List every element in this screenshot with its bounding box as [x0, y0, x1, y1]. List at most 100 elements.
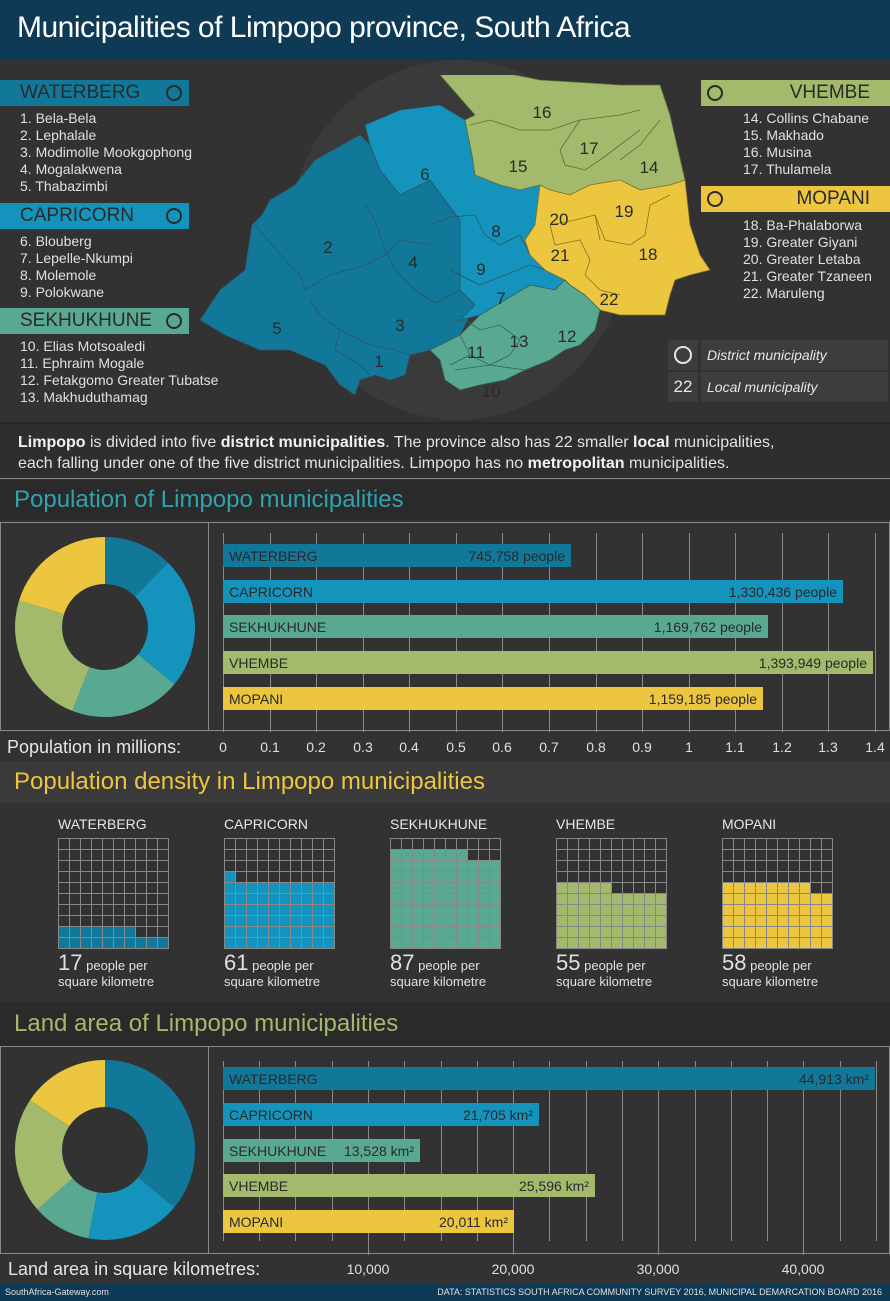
map-label-17: 17: [580, 139, 599, 158]
waffle-cell: [612, 894, 623, 905]
waffle-cell: [645, 894, 656, 905]
waffle-cell: [734, 938, 745, 949]
waffle-cell: [579, 839, 590, 850]
waffle-cell: [656, 839, 667, 850]
waffle-cell: [557, 894, 568, 905]
waffle-cell: [446, 883, 457, 894]
waffle-cell: [457, 861, 468, 872]
waffle-cell: [70, 916, 81, 927]
waffle-cell: [490, 916, 501, 927]
waffle-cell: [158, 872, 169, 883]
waffle-cell: [590, 927, 601, 938]
header-bar: Municipalities of Limpopo province, Sout…: [0, 0, 890, 60]
waffle-cell: [59, 938, 70, 949]
district-circle-icon: [674, 346, 692, 364]
map-label-15: 15: [509, 157, 528, 176]
waffle-cell: [291, 839, 302, 850]
waffle-cell: [490, 905, 501, 916]
waffle-cell: [59, 927, 70, 938]
municipality-item: 13. Makhuduthamag: [20, 389, 148, 405]
waffle-cell: [634, 905, 645, 916]
waffle-cell: [822, 861, 833, 872]
waffle-cell: [435, 916, 446, 927]
waffle-cell: [446, 861, 457, 872]
waffle-cell: [236, 883, 247, 894]
municipality-item: 3. Modimolle Mookgophong: [20, 144, 192, 160]
waffle-cell: [324, 916, 335, 927]
map-label-18: 18: [639, 245, 658, 264]
waffle-cell: [81, 938, 92, 949]
waffle-cell: [623, 894, 634, 905]
waffle-cell: [800, 894, 811, 905]
waffle-cell: [136, 927, 147, 938]
waffle-cell: [656, 938, 667, 949]
waffle-cell: [811, 894, 822, 905]
waffle-cell: [468, 883, 479, 894]
district-tag-waterberg: WATERBERG: [0, 80, 189, 106]
waffle-cell: [579, 894, 590, 905]
waffle-cell: [789, 905, 800, 916]
waffle-cell: [623, 850, 634, 861]
waffle-cell: [634, 938, 645, 949]
waffle-cell: [147, 927, 158, 938]
waffle-cell: [247, 883, 258, 894]
waffle-cell: [70, 839, 81, 850]
district-name: WATERBERG: [20, 82, 141, 103]
waffle-cell: [247, 872, 258, 883]
waffle-cell: [579, 850, 590, 861]
map-label-9: 9: [476, 260, 485, 279]
waffle-cell: [225, 883, 236, 894]
waffle-cell: [291, 850, 302, 861]
population-title: Population of Limpopo municipalities: [0, 480, 890, 520]
waffle-cell: [324, 938, 335, 949]
waffle-cell: [734, 916, 745, 927]
waffle-cell: [568, 861, 579, 872]
waffle-cell: [767, 883, 778, 894]
waffle-cell: [479, 894, 490, 905]
waffle-cell: [391, 927, 402, 938]
waffle-cell: [634, 861, 645, 872]
population-bar-waterberg: WATERBERG 745,758 people: [223, 544, 571, 567]
waffle-cell: [623, 883, 634, 894]
waffle-cell: [557, 872, 568, 883]
waffle-cell: [822, 927, 833, 938]
waffle-cell: [623, 872, 634, 883]
waffle-cell: [435, 894, 446, 905]
waffle-cell: [391, 883, 402, 894]
waffle-cell: [767, 916, 778, 927]
waffle-cell: [800, 927, 811, 938]
waffle-cell: [158, 894, 169, 905]
waffle-cell: [811, 872, 822, 883]
waffle-cell: [568, 850, 579, 861]
waffle-cell: [225, 894, 236, 905]
waffle-cell: [723, 850, 734, 861]
waffle-grid: [390, 838, 501, 949]
municipality-item: 11. Ephraim Mogale: [20, 355, 145, 371]
waffle-cell: [634, 883, 645, 894]
waffle-cell: [313, 872, 324, 883]
waffle-cell: [778, 883, 789, 894]
waffle-cell: [413, 861, 424, 872]
waffle-cell: [468, 894, 479, 905]
waffle-cell: [269, 850, 280, 861]
waffle-cell: [114, 938, 125, 949]
waffle-cell: [468, 916, 479, 927]
waffle-cell: [778, 839, 789, 850]
waffle-cell: [70, 872, 81, 883]
waffle-cell: [147, 872, 158, 883]
waffle-cell: [789, 927, 800, 938]
waffle-cell: [391, 905, 402, 916]
legend-district: District municipality: [668, 340, 888, 370]
waffle-cell: [291, 927, 302, 938]
waffle-cell: [479, 850, 490, 861]
site-link[interactable]: SouthAfrica-Gateway.com: [5, 1287, 109, 1297]
population-bar-sekhukhune: SEKHUKHUNE 1,169,762 people: [223, 615, 768, 638]
waffle-cell: [490, 894, 501, 905]
waffle-cell: [468, 927, 479, 938]
waffle-cell: [258, 905, 269, 916]
waffle-cell: [490, 883, 501, 894]
waffle-cell: [280, 850, 291, 861]
waffle-cell: [601, 872, 612, 883]
mopani-municipality-list: 18. Ba-Phalaborwa 19. Greater Giyani 20.…: [743, 217, 872, 302]
waffle-cell: [734, 839, 745, 850]
